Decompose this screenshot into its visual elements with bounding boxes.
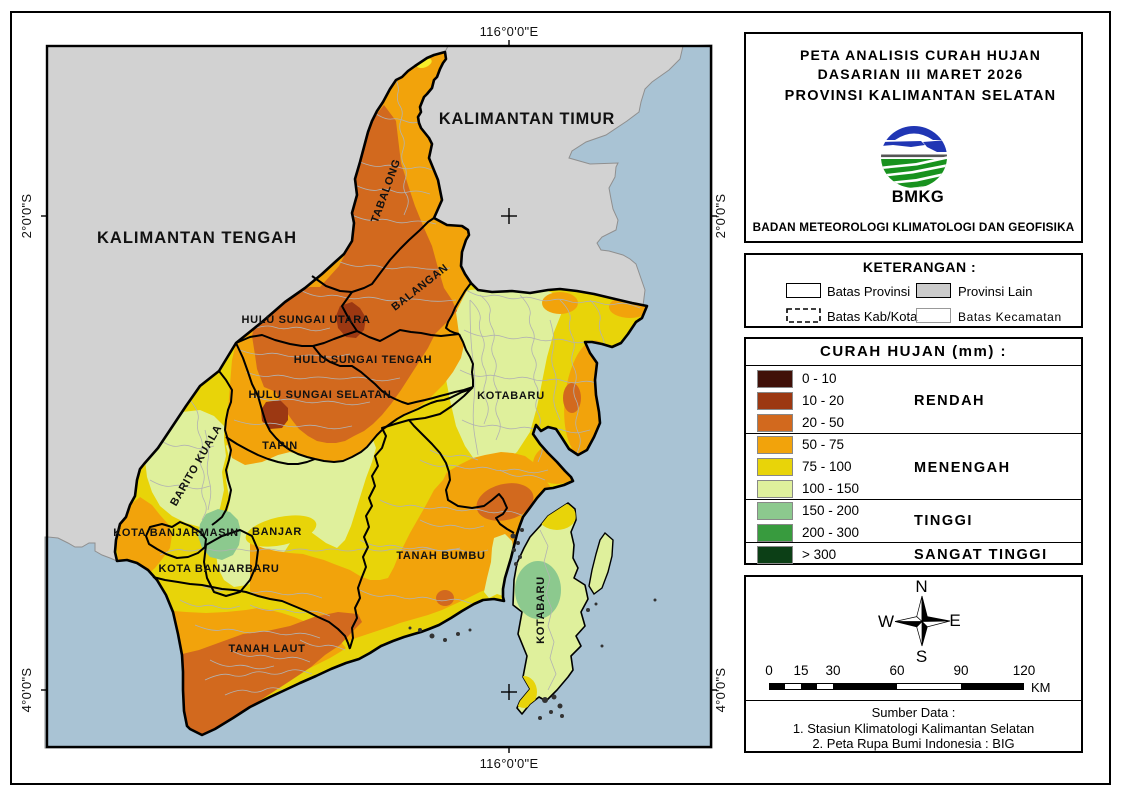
svg-text:BANJAR: BANJAR bbox=[252, 526, 302, 538]
svg-text:S: S bbox=[916, 647, 927, 666]
svg-text:4°0'0"S: 4°0'0"S bbox=[19, 668, 34, 713]
svg-text:KOTA BANJARBARU: KOTA BANJARBARU bbox=[158, 563, 279, 575]
svg-text:2°0'0"S: 2°0'0"S bbox=[713, 194, 728, 239]
svg-text:KOTABARU: KOTABARU bbox=[477, 390, 545, 402]
svg-text:HULU SUNGAI TENGAH: HULU SUNGAI TENGAH bbox=[294, 354, 433, 366]
svg-text:N: N bbox=[915, 577, 927, 596]
svg-text:HULU SUNGAI UTARA: HULU SUNGAI UTARA bbox=[241, 314, 370, 326]
svg-text:KALIMANTAN TIMUR: KALIMANTAN TIMUR bbox=[439, 110, 615, 128]
svg-text:KALIMANTAN TENGAH: KALIMANTAN TENGAH bbox=[97, 229, 297, 247]
svg-text:KOTA BANJARMASIN: KOTA BANJARMASIN bbox=[113, 527, 238, 539]
svg-text:4°0'0"S: 4°0'0"S bbox=[713, 668, 728, 713]
svg-text:E: E bbox=[949, 611, 960, 630]
svg-text:116°0'0"E: 116°0'0"E bbox=[480, 24, 539, 39]
svg-text:TAPIN: TAPIN bbox=[262, 440, 298, 452]
svg-text:2°0'0"S: 2°0'0"S bbox=[19, 194, 34, 239]
svg-text:TANAH LAUT: TANAH LAUT bbox=[228, 643, 305, 655]
svg-text:HULU SUNGAI SELATAN: HULU SUNGAI SELATAN bbox=[248, 389, 391, 401]
svg-text:116°0'0"E: 116°0'0"E bbox=[480, 756, 539, 771]
svg-text:TANAH BUMBU: TANAH BUMBU bbox=[396, 550, 485, 562]
svg-text:KOTABARU: KOTABARU bbox=[535, 576, 547, 644]
svg-text:W: W bbox=[878, 612, 894, 631]
